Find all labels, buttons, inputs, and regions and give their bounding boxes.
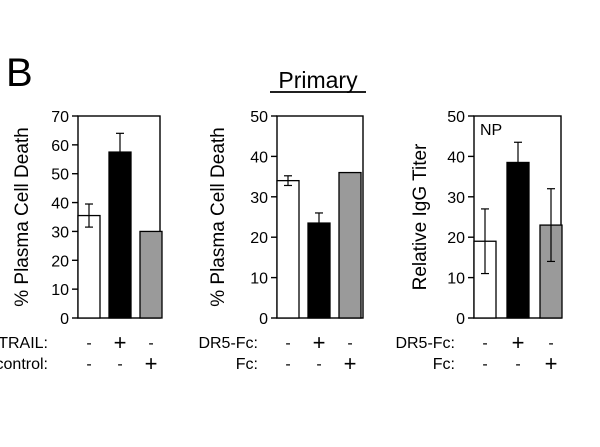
y-tick-label: 0	[456, 311, 465, 328]
treatment-mark: -	[482, 356, 487, 373]
treatment-mark: +	[344, 351, 357, 376]
section-title: Primary	[278, 67, 358, 93]
chart-annotation: NP	[480, 122, 502, 139]
y-tick-label: 60	[51, 138, 69, 155]
bar	[77, 214, 101, 319]
treatment-mark: -	[347, 335, 352, 352]
y-tick-label: 50	[51, 167, 69, 184]
chart-1: 0 10 20 30 40 50 60 70 % Plasma Cell Death mTRAIL…	[0, 109, 163, 376]
bar	[276, 179, 300, 319]
treatment-label: DR5-Fc:	[395, 335, 455, 352]
treatment-label: control:	[0, 356, 48, 373]
y-axis-label: % Plasma Cell Death	[12, 127, 33, 307]
treatment-mark: +	[313, 330, 326, 355]
y-tick-label: 20	[447, 230, 465, 247]
treatment-mark: -	[548, 335, 553, 352]
y-tick-label: 30	[250, 190, 268, 207]
y-tick-label: 10	[250, 271, 268, 288]
bar	[307, 222, 331, 319]
y-tick-label: 30	[51, 224, 69, 241]
charts-group: 0 10 20 30 40 50 60 70 % Plasma Cell Death mTRAIL…	[0, 109, 563, 376]
treatment-label: DR5-Fc:	[198, 335, 258, 352]
treatment-mark: +	[114, 330, 127, 355]
treatment-mark: -	[316, 356, 321, 373]
treatment-mark: -	[117, 356, 122, 373]
y-tick-label: 40	[51, 196, 69, 213]
treatment-mark: -	[482, 335, 487, 352]
y-axis-label: Relative IgG Titer	[410, 143, 431, 290]
panel-label: B	[6, 51, 33, 95]
y-axis-label: % Plasma Cell Death	[208, 127, 229, 307]
y-tick-label: 10	[447, 271, 465, 288]
y-tick-label: 0	[60, 311, 69, 328]
y-tick-label: 70	[51, 109, 69, 126]
bar	[139, 230, 163, 319]
y-tick-label: 10	[51, 282, 69, 299]
bar	[338, 171, 362, 319]
y-tick-label: 20	[51, 253, 69, 270]
treatment-mark: -	[86, 335, 91, 352]
treatment-mark: -	[285, 335, 290, 352]
y-tick-label: 40	[447, 149, 465, 166]
treatment-mark: +	[145, 351, 158, 376]
y-tick-label: 40	[250, 149, 268, 166]
y-tick-label: 30	[447, 190, 465, 207]
y-tick-label: 20	[250, 230, 268, 247]
y-tick-label: 50	[447, 109, 465, 126]
treatment-mark: +	[545, 351, 558, 376]
bar	[108, 151, 132, 319]
treatment-mark: -	[148, 335, 153, 352]
y-tick-label: 0	[259, 311, 268, 328]
treatment-label: Fc:	[433, 356, 455, 373]
bar	[506, 161, 530, 319]
treatment-mark: -	[285, 356, 290, 373]
treatment-label: mTRAIL:	[0, 335, 48, 352]
treatment-mark: -	[86, 356, 91, 373]
treatment-label: Fc:	[236, 356, 258, 373]
y-tick-label: 50	[250, 109, 268, 126]
treatment-mark: -	[515, 356, 520, 373]
treatment-mark: +	[512, 330, 525, 355]
